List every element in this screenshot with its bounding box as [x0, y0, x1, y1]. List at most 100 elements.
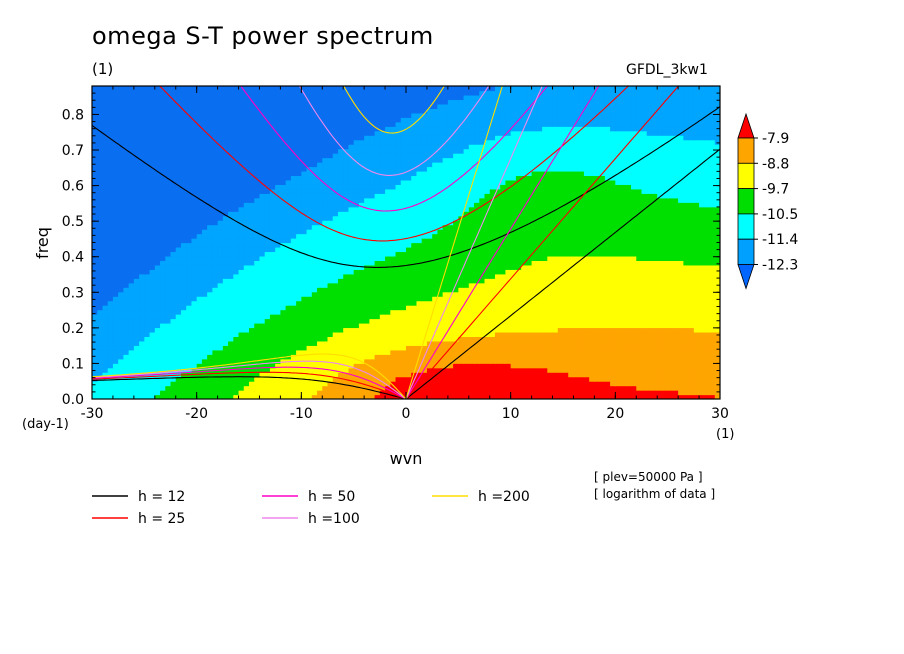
heatmap-cell — [531, 224, 538, 230]
heatmap-cell — [406, 269, 412, 275]
heatmap-cell — [479, 305, 486, 311]
heatmap-cell — [578, 296, 585, 302]
heatmap-cell — [165, 229, 172, 235]
heatmap-cell — [186, 220, 193, 226]
heatmap-cell — [709, 242, 716, 248]
heatmap-cell — [306, 363, 313, 369]
heatmap-cell — [463, 269, 470, 275]
heatmap-cell — [678, 309, 684, 315]
heatmap-cell — [406, 309, 412, 315]
heatmap-cell — [693, 381, 700, 387]
heatmap-cell — [123, 211, 130, 217]
heatmap-cell — [426, 367, 433, 373]
heatmap-cell — [416, 340, 423, 346]
heatmap-cell — [327, 331, 334, 337]
heatmap-cell — [636, 309, 643, 315]
heatmap-cell — [610, 291, 616, 297]
heatmap-cell — [505, 336, 512, 342]
heatmap-cell — [154, 394, 161, 399]
heatmap-cell — [139, 269, 145, 275]
heatmap-cell — [358, 211, 365, 217]
heatmap-cell — [442, 264, 449, 270]
heatmap-cell — [238, 260, 245, 266]
heatmap-cell — [589, 314, 595, 320]
heatmap-cell — [133, 296, 140, 302]
heatmap-cell — [531, 287, 538, 293]
heatmap-cell — [426, 220, 433, 226]
heatmap-cell — [118, 282, 124, 288]
heatmap-cell — [395, 358, 402, 364]
heatmap-cell — [97, 390, 104, 396]
heatmap-cell — [678, 322, 684, 329]
heatmap-cell — [201, 264, 208, 270]
heatmap-cell — [693, 287, 700, 293]
heatmap-cell — [343, 287, 350, 293]
heatmap-cell — [536, 246, 543, 253]
heatmap-cell — [704, 273, 711, 279]
heatmap-cell — [531, 238, 538, 244]
heatmap-cell — [432, 255, 438, 261]
heatmap-cell — [369, 300, 376, 306]
heatmap-cell — [678, 372, 684, 378]
heatmap-cell — [578, 287, 585, 293]
heatmap-cell — [510, 327, 517, 333]
heatmap-cell — [557, 278, 564, 284]
heatmap-cell — [526, 385, 533, 391]
heatmap-cell — [557, 381, 564, 387]
heatmap-cell — [714, 358, 720, 364]
heatmap-cell — [568, 282, 575, 288]
heatmap-cell — [699, 242, 705, 248]
heatmap-cell — [317, 345, 323, 351]
heatmap-cell — [102, 345, 109, 351]
heatmap-cell — [118, 394, 124, 399]
heatmap-cell — [170, 242, 177, 248]
heatmap-cell — [301, 246, 308, 253]
heatmap-cell — [515, 264, 522, 270]
heatmap-cell — [296, 367, 302, 373]
heatmap-cell — [521, 381, 527, 387]
heatmap-cell — [311, 229, 318, 235]
heatmap-cell — [290, 260, 297, 266]
heatmap-cell — [217, 322, 224, 329]
heatmap-cell — [233, 336, 240, 342]
heatmap-cell — [411, 336, 418, 342]
heatmap-cell — [222, 390, 229, 396]
heatmap-cell — [118, 300, 124, 306]
heatmap-cell — [693, 273, 700, 279]
heatmap-cell — [395, 233, 402, 239]
heatmap-cell — [165, 376, 172, 382]
heatmap-cell — [322, 390, 329, 396]
heatmap-cell — [526, 358, 533, 364]
heatmap-cell — [180, 363, 187, 369]
heatmap-cell — [699, 260, 705, 266]
heatmap-cell — [358, 372, 365, 378]
heatmap-cell — [474, 372, 480, 378]
heatmap-cell — [139, 211, 145, 217]
heatmap-cell — [280, 215, 287, 221]
heatmap-cell — [186, 336, 193, 342]
heatmap-cell — [160, 246, 166, 253]
heatmap-cell — [406, 273, 412, 279]
heatmap-cell — [672, 300, 679, 306]
heatmap-cell — [678, 318, 684, 324]
heatmap-cell — [683, 385, 690, 391]
heatmap-cell — [249, 287, 255, 293]
heatmap-cell — [196, 340, 203, 346]
heatmap-cell — [332, 331, 339, 337]
heatmap-cell — [699, 322, 705, 329]
heatmap-cell — [280, 296, 287, 302]
heatmap-cell — [641, 367, 648, 373]
heatmap-cell — [228, 229, 234, 235]
heatmap-cell — [426, 264, 433, 270]
heatmap-cell — [228, 318, 234, 324]
heatmap-cell — [646, 381, 653, 387]
heatmap-cell — [170, 340, 177, 346]
heatmap-cell — [175, 349, 182, 355]
heatmap-cell — [243, 322, 250, 329]
heatmap-cell — [505, 273, 512, 279]
heatmap-cell — [296, 282, 302, 288]
heatmap-cell — [411, 345, 418, 351]
heatmap-cell — [353, 273, 360, 279]
heatmap-cell — [594, 246, 601, 253]
heatmap-cell — [238, 358, 245, 364]
